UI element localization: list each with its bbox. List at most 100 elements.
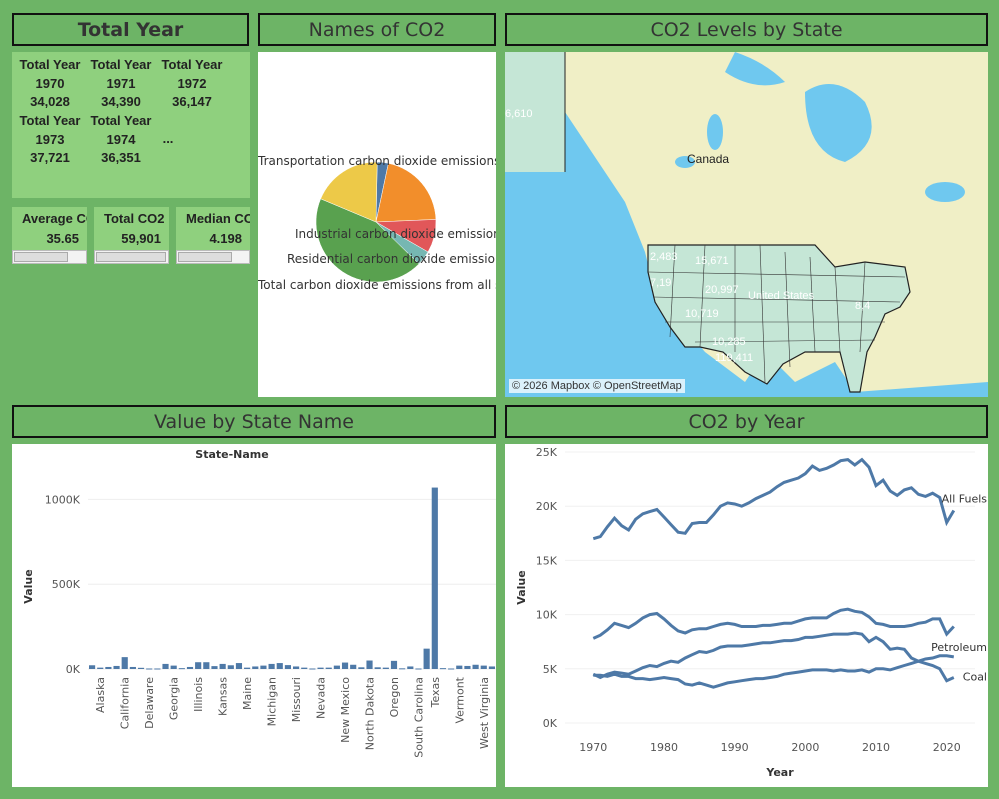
bar[interactable] (399, 668, 406, 670)
names-header: Names of CO2 (258, 13, 496, 46)
x-tick-label: Delaware (143, 677, 156, 729)
y-axis-label: Value (22, 569, 35, 603)
bar[interactable] (97, 667, 104, 669)
series-line[interactable] (592, 607, 955, 640)
bar[interactable] (276, 663, 283, 669)
country-label: Canada (687, 152, 730, 166)
bar[interactable] (244, 667, 251, 669)
bar[interactable] (448, 668, 455, 670)
bar[interactable] (227, 665, 234, 669)
bar[interactable] (178, 668, 185, 670)
bar[interactable] (301, 667, 308, 669)
bar[interactable] (423, 648, 430, 669)
x-tick-label: North Dakota (364, 677, 377, 750)
bar[interactable] (162, 663, 169, 669)
bar[interactable] (415, 668, 422, 670)
x-tick-label: South Carolina (412, 677, 425, 758)
kpi-median: Median CO2 4.198 (176, 207, 250, 264)
bar-header: Value by State Name (12, 405, 496, 438)
bar[interactable] (464, 665, 471, 669)
x-tick-label: New Mexico (339, 677, 352, 743)
total-year-title: Total Year (77, 18, 184, 41)
pie-chart[interactable] (258, 52, 496, 397)
bar[interactable] (293, 666, 300, 669)
bar[interactable] (472, 664, 479, 669)
bar[interactable] (488, 666, 495, 669)
bar[interactable] (350, 664, 357, 669)
bar[interactable] (129, 666, 136, 669)
bar[interactable] (374, 667, 381, 669)
scrollbar[interactable] (176, 250, 250, 264)
bar[interactable] (480, 665, 487, 669)
scrollbar-thumb[interactable] (14, 252, 68, 262)
bar[interactable] (341, 662, 349, 669)
series-line[interactable] (592, 457, 956, 541)
scrollbar[interactable] (12, 250, 87, 264)
bar[interactable] (121, 657, 128, 669)
bar[interactable] (170, 665, 177, 669)
scrollbar-thumb[interactable] (96, 252, 166, 262)
bar[interactable] (89, 665, 96, 669)
pie-slice[interactable] (315, 198, 420, 283)
y-tick-label: 15K (536, 554, 558, 567)
line-chart[interactable]: 0K 5K 10K 15K 20K 25K 1970 1980 1990 2000 2010 2020… (505, 444, 988, 787)
pie-slice[interactable] (375, 163, 437, 223)
map-panel[interactable]: 6,610 Canada 2,483 15,671 7,19 20,997 Un… (505, 52, 988, 397)
bar[interactable] (439, 668, 447, 670)
bar-chart-title: State-Name (195, 448, 268, 461)
map-value-label: 6,610 (505, 108, 533, 120)
bar[interactable] (211, 666, 218, 669)
pie-label: Residential carbon dioxide emissions (287, 252, 496, 266)
x-tick-label: Illinois (192, 677, 205, 712)
bar[interactable] (105, 666, 112, 669)
map-header: CO2 Levels by State (505, 13, 988, 46)
y-tick-label: 1000K (45, 493, 81, 506)
lake (707, 114, 723, 150)
bar[interactable] (358, 667, 365, 669)
x-tick-label: 1980 (650, 741, 678, 754)
map-attribution[interactable]: © 2026 Mapbox © OpenStreetMap (509, 379, 685, 393)
bar[interactable] (146, 668, 153, 670)
bar[interactable] (203, 662, 210, 669)
names-title: Names of CO2 (308, 18, 446, 41)
bar[interactable] (382, 667, 389, 669)
bar[interactable] (390, 660, 398, 669)
pie-slice[interactable] (320, 161, 378, 223)
scrollbar[interactable] (94, 250, 169, 264)
bar[interactable] (333, 665, 340, 669)
bar[interactable] (186, 666, 194, 669)
kpi-title: Median CO2 (186, 211, 250, 226)
map-canvas[interactable] (505, 52, 988, 397)
bar[interactable] (113, 665, 120, 669)
x-tick-label: California (119, 677, 132, 729)
alaska-region (505, 52, 565, 172)
bar[interactable] (325, 667, 332, 669)
scrollbar-thumb[interactable] (178, 252, 232, 262)
bar[interactable] (235, 663, 243, 669)
bar[interactable] (431, 487, 438, 669)
y-tick-label: 0K (543, 717, 558, 730)
series-line[interactable] (592, 631, 955, 683)
bar-chart[interactable]: State-Name 0K 500K 1000K Value Alaska Californ… (12, 444, 496, 787)
y-tick-label: 25K (536, 446, 558, 459)
bar[interactable] (456, 665, 463, 669)
bar[interactable] (252, 666, 259, 669)
names-panel: Transportation carbon dioxide emissions … (258, 52, 496, 397)
map-value-label: 8,4 (855, 300, 871, 312)
bar[interactable] (309, 668, 316, 670)
bar[interactable] (407, 666, 414, 669)
bar[interactable] (317, 667, 324, 669)
bar[interactable] (284, 665, 291, 669)
map-value-label: 10,285 (712, 336, 746, 348)
bar[interactable] (137, 667, 145, 669)
y-tick-label: 10K (536, 609, 558, 622)
bar[interactable] (260, 665, 267, 669)
bar[interactable] (366, 660, 373, 669)
bar[interactable] (195, 662, 202, 669)
pie-label: Industrial carbon dioxide emissions (295, 227, 496, 241)
kpi-title: Total CO2 (104, 211, 165, 226)
bar[interactable] (219, 663, 226, 669)
series-line[interactable] (593, 654, 955, 689)
bar[interactable] (154, 668, 161, 670)
bar[interactable] (268, 663, 275, 669)
